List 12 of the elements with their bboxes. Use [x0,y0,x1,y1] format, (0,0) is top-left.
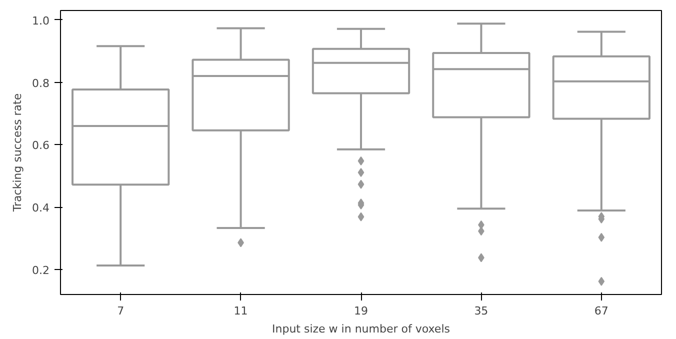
y-tick-label: 0.2 [32,264,50,278]
x-tick-label: 35 [474,304,488,318]
y-axis-title: Tracking success rate [11,93,24,213]
x-tick-label: 19 [354,304,368,318]
y-tick-label: 0.4 [32,202,50,215]
y-tick-label: 0.6 [32,139,50,152]
y-tick-label: 0.8 [32,76,50,90]
x-tick-label: 7 [117,304,124,318]
x-tick-label: 11 [234,304,248,318]
x-tick-label: 67 [594,304,608,318]
x-axis-title: Input size w in number of voxels [272,322,450,336]
y-tick-label: 1.0 [32,14,50,28]
